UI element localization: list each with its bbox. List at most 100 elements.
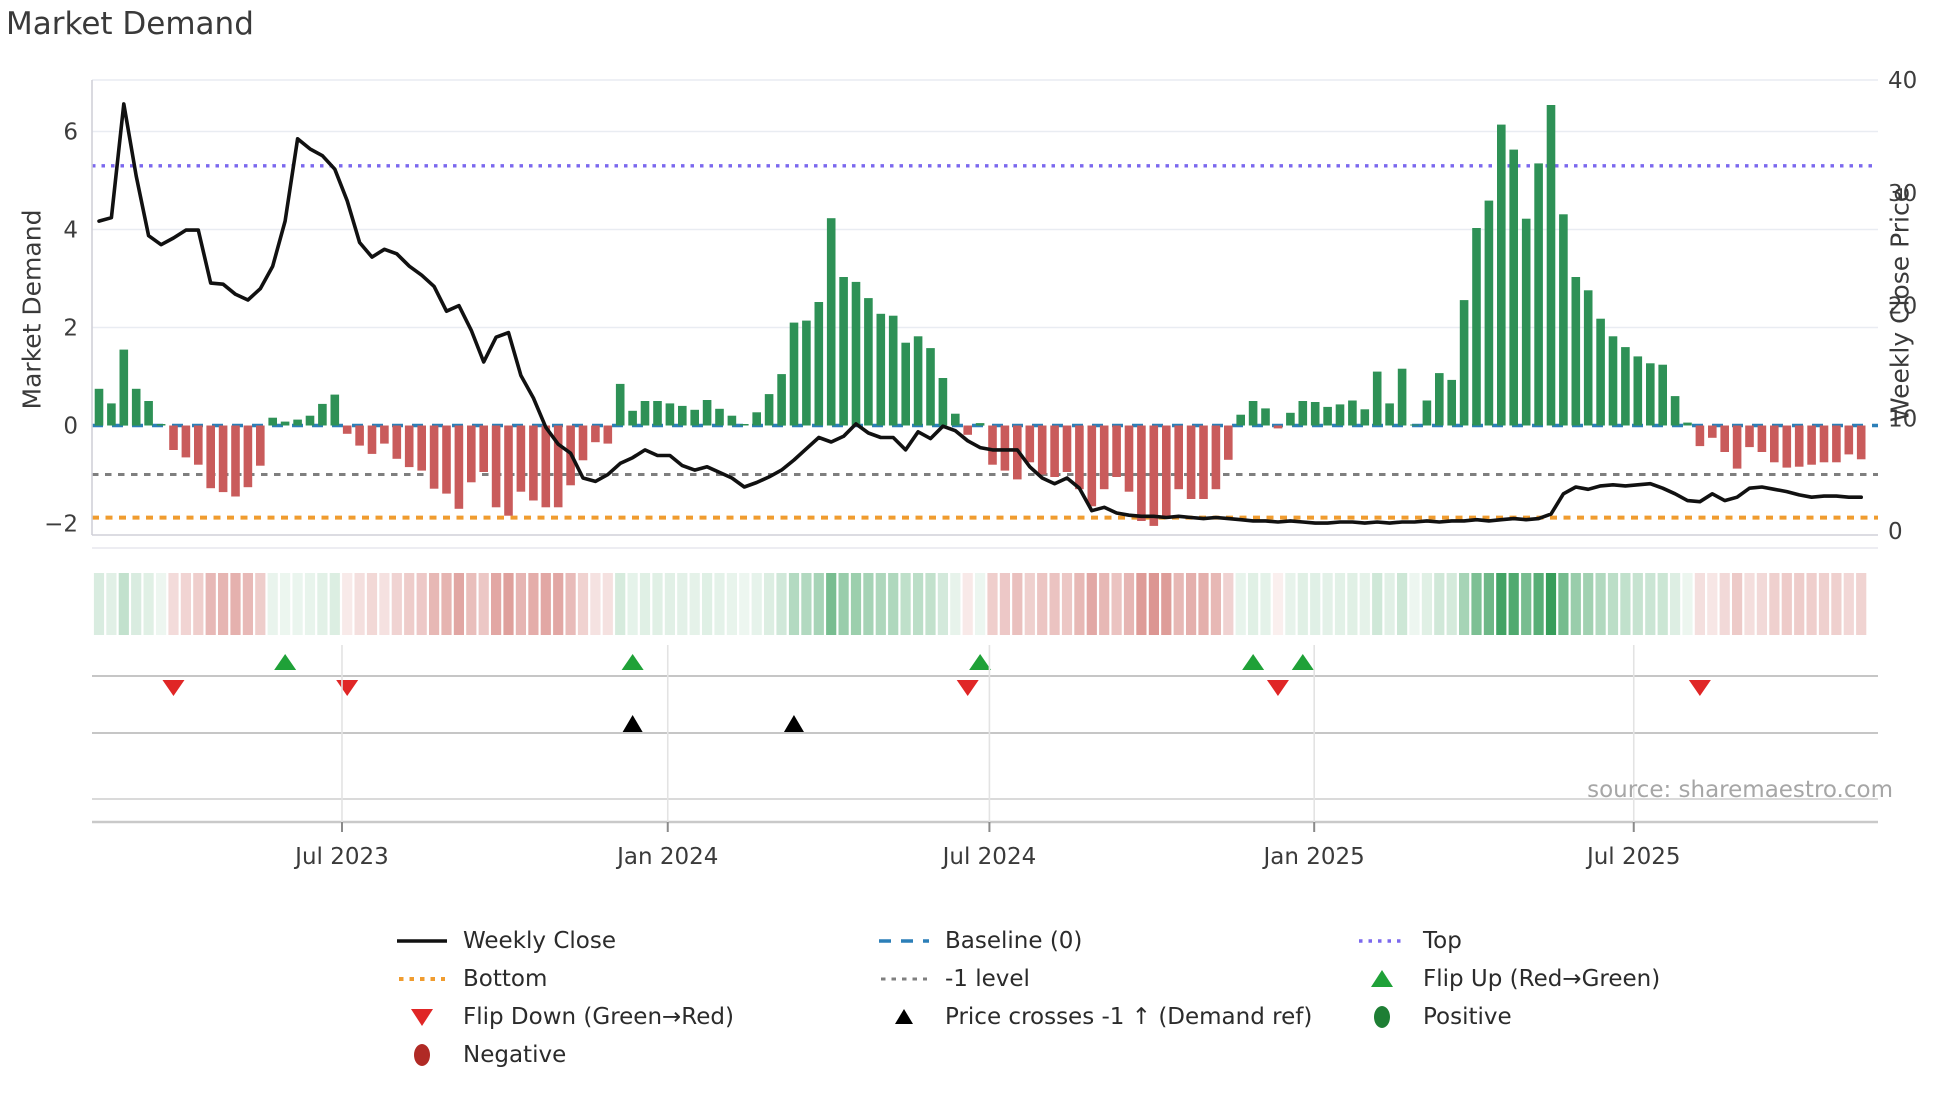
positive-bar <box>1397 368 1407 426</box>
heatmap-cell <box>131 573 142 635</box>
left-tick-label: −2 <box>44 512 78 538</box>
heatmap-cell <box>515 573 526 635</box>
heatmap-cell <box>664 573 675 635</box>
negative-bar <box>169 425 178 450</box>
positive-bar <box>888 315 898 426</box>
negative-bar <box>603 425 613 444</box>
positive-bar <box>876 313 886 426</box>
positive-bar <box>938 378 948 426</box>
heatmap-cell <box>317 573 328 635</box>
heatmap-cell <box>441 573 452 635</box>
negative-bar <box>1186 425 1196 499</box>
positive-bar <box>851 281 861 426</box>
positive-bar <box>764 394 774 426</box>
heatmap-cell <box>1099 573 1110 635</box>
heatmap-cell <box>1397 573 1408 635</box>
heatmap-cell <box>1781 573 1792 635</box>
negative-bar <box>1211 425 1221 490</box>
negative-bar <box>516 425 526 492</box>
heatmap-cell <box>1198 573 1209 635</box>
positive-bar <box>1608 336 1618 426</box>
positive-bar <box>777 374 786 426</box>
dash-blue-icon <box>875 928 933 954</box>
positive-bar <box>864 298 873 426</box>
positive-bar <box>293 419 302 426</box>
negative-bar <box>1149 425 1159 526</box>
heatmap-cell <box>1235 573 1246 635</box>
positive-bar <box>740 424 749 426</box>
heatmap-cell <box>1248 573 1259 635</box>
heatmap-cell <box>776 573 787 635</box>
heatmap-cell <box>1806 573 1817 635</box>
heatmap-cell <box>1521 573 1532 635</box>
demand-bars <box>94 105 1866 526</box>
heatmap-cell <box>1322 573 1333 635</box>
heatmap-cell <box>838 573 849 635</box>
negative-bar <box>1099 425 1109 490</box>
heatmap-cell <box>739 573 750 635</box>
negative-bar <box>1695 425 1705 447</box>
positive-bar <box>1583 290 1593 426</box>
flip-down-marker-icon <box>162 680 185 696</box>
positive-bar <box>1633 356 1643 426</box>
heatmap-cell <box>1049 573 1060 635</box>
negative-bar <box>1062 425 1072 472</box>
x-axis: Jul 2023 Jan 2024 Jul 2024 Jan 2025 Jul 2025 <box>92 645 1878 870</box>
heatmap-cell <box>404 573 415 635</box>
heatmap-cell <box>453 573 464 635</box>
positive-bar <box>1447 379 1456 426</box>
negative-bar <box>231 425 240 497</box>
negative-bar <box>342 425 352 434</box>
heatmap-cell <box>366 573 378 635</box>
legend-label: Weekly Close <box>463 928 616 954</box>
tri-up-green-icon <box>1353 966 1411 992</box>
heatmap-cell <box>1310 573 1321 635</box>
negative-bar <box>380 425 389 444</box>
heatmap-cell <box>801 573 812 635</box>
price-polyline <box>97 102 1863 525</box>
heatmap-cell <box>813 573 824 635</box>
positive-bar <box>1323 406 1332 426</box>
heatmap-cell <box>1756 573 1767 635</box>
heatmap-cell <box>1372 573 1383 635</box>
positive-bar <box>1596 318 1605 426</box>
positive-bar <box>119 349 129 426</box>
heatmap-cell <box>962 573 973 635</box>
legend-label: Baseline (0) <box>945 928 1083 954</box>
reference-lines <box>92 164 1878 520</box>
flip-up-marker-icon <box>274 654 297 670</box>
right-axis-label: Weekly Close Price <box>1885 186 1915 423</box>
heatmap-cell <box>863 573 874 635</box>
legend-item-circle-red: Negative <box>393 1042 875 1068</box>
legend-item-circle-green: Positive <box>1353 1004 1773 1030</box>
heatmap-cell <box>391 573 402 635</box>
left-tick-label: 6 <box>63 120 78 146</box>
heatmap-cell <box>1459 573 1470 635</box>
positive-bar <box>1497 124 1506 426</box>
heatmap-cell <box>118 573 129 635</box>
negative-bar <box>1199 425 1208 499</box>
positive-bar <box>951 413 960 426</box>
positive-bar <box>640 401 650 426</box>
positive-bar <box>1410 424 1419 426</box>
negative-bar <box>1174 425 1183 490</box>
heatmap-cell <box>652 573 663 635</box>
heatmap-cell <box>615 573 626 635</box>
positive-bar <box>318 403 327 426</box>
positive-bar <box>615 383 625 426</box>
negative-bar <box>1137 425 1146 521</box>
negative-bar <box>541 425 551 508</box>
heatmap-cell <box>466 573 477 635</box>
negative-bar <box>206 425 215 489</box>
demand-heatmap-strip <box>93 573 1867 635</box>
negative-bar <box>1856 425 1866 460</box>
negative-bar <box>504 425 513 516</box>
negative-bar <box>181 425 191 458</box>
legend-label: Negative <box>463 1042 567 1068</box>
heatmap-cell <box>577 573 589 635</box>
positive-bar <box>1571 277 1581 426</box>
heatmap-cell <box>1272 573 1284 635</box>
heatmap-cell <box>218 573 229 635</box>
heatmap-cell <box>950 573 961 635</box>
positive-bar <box>1335 404 1345 426</box>
